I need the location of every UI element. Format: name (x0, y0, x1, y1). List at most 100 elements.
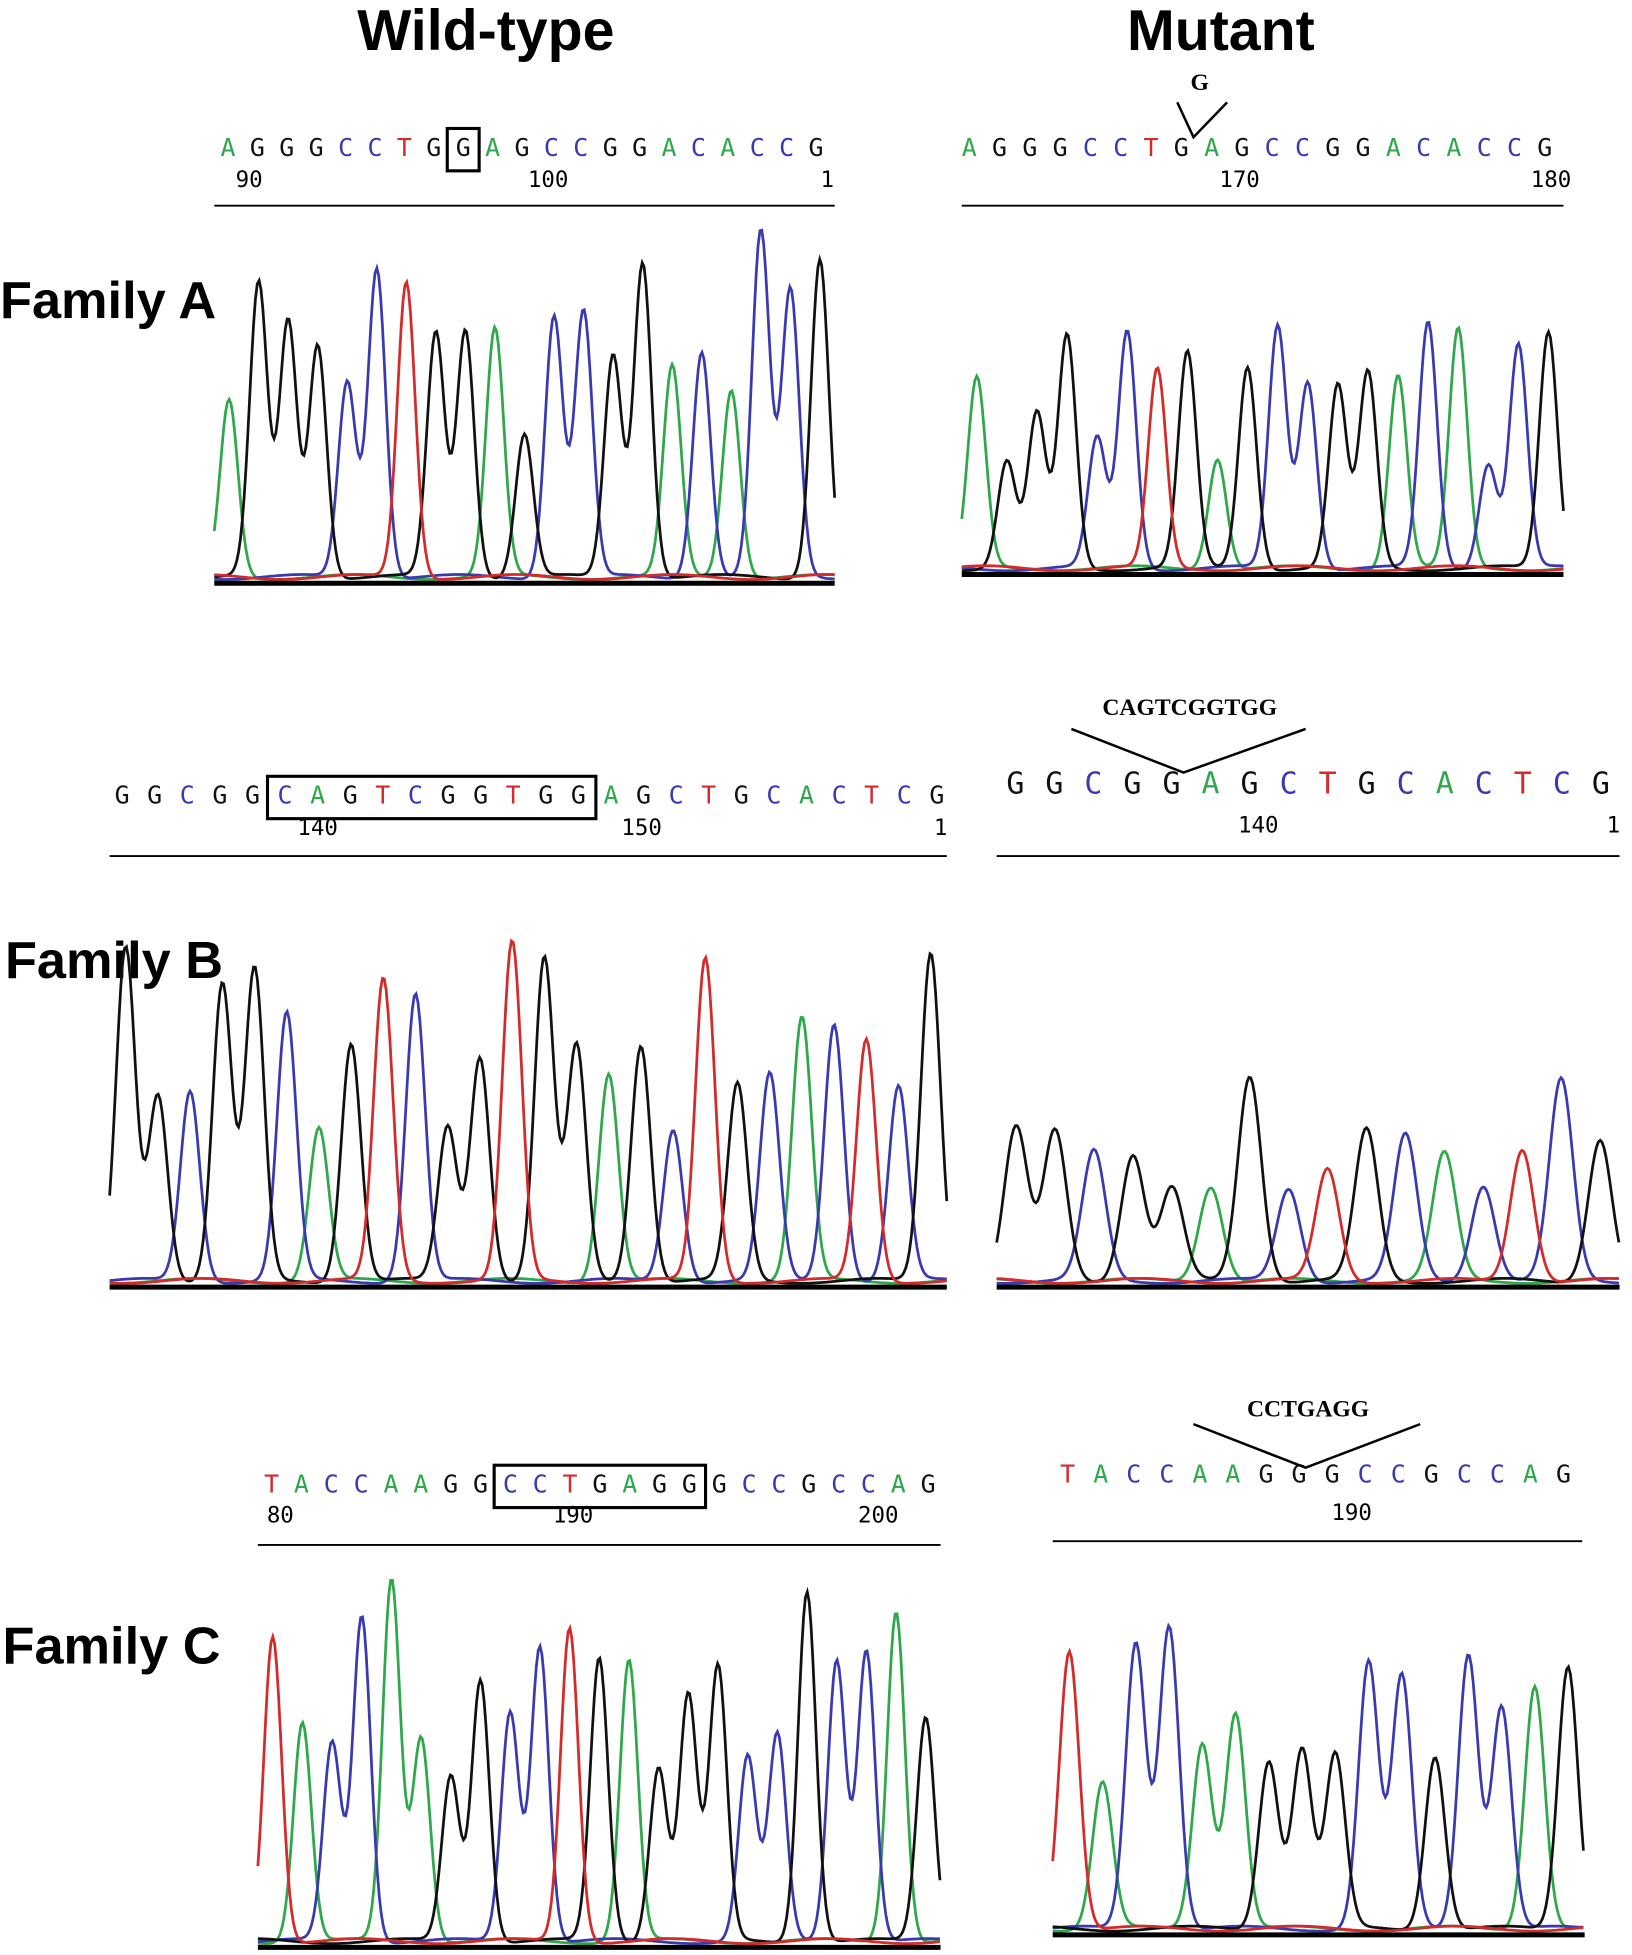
base-letter: C (1358, 1460, 1373, 1489)
base-letter: C (831, 1470, 846, 1499)
base-letter: G (1556, 1460, 1571, 1489)
base-letter: A (799, 781, 814, 810)
base-letter: T (1143, 133, 1158, 162)
trace (214, 254, 837, 581)
position-number: 140 (297, 815, 337, 841)
base-letter: G (115, 781, 130, 810)
trace (109, 938, 947, 1285)
highlight-box (445, 126, 481, 173)
base-letter: T (506, 781, 521, 810)
base-letter: A (1225, 1460, 1240, 1489)
base-letter: G (592, 1470, 607, 1499)
base-letter: A (1204, 133, 1219, 162)
trace (996, 1148, 1620, 1285)
base-letter: G (426, 133, 441, 162)
base-letter: A (622, 1470, 637, 1499)
base-letter: G (571, 781, 586, 810)
base-letter: G (682, 1470, 697, 1499)
trace (961, 320, 1564, 573)
position-number: 190 (1331, 1500, 1371, 1526)
base-letter: C (1507, 133, 1522, 162)
insertion-label: CAGTCGGTGG (1102, 695, 1277, 721)
trace (257, 1586, 942, 1945)
trace (961, 328, 1565, 573)
base-letter: G (1356, 133, 1371, 162)
base-letter: G (632, 133, 647, 162)
base-letter: G (801, 1470, 816, 1499)
base-letter: C (1475, 767, 1493, 802)
base-letter: C (338, 133, 353, 162)
base-letter: C (1416, 133, 1431, 162)
base-letter: G (652, 1470, 667, 1499)
base-letter: G (473, 1470, 488, 1499)
trace (1051, 1647, 1584, 1933)
base-letter: G (808, 133, 823, 162)
base-letter: C (1397, 767, 1415, 802)
base-letter: T (264, 1470, 279, 1499)
column-header: Mutant (1127, 0, 1315, 63)
base-letter: G (212, 781, 227, 810)
base-letter: C (1553, 767, 1571, 802)
base-letter: G (279, 133, 294, 162)
base-letter: C (1457, 1460, 1472, 1489)
insertion-marker (1193, 1422, 1421, 1470)
base-letter: C (771, 1470, 786, 1499)
base-letter: C (1477, 133, 1492, 162)
base-letter: C (669, 781, 684, 810)
base-letter: G (1537, 133, 1552, 162)
position-number: 180 (1531, 167, 1571, 193)
base-letter: C (897, 781, 912, 810)
base-letter: A (720, 133, 735, 162)
base-letter: G (1241, 767, 1259, 802)
column-header: Wild-type (357, 0, 614, 63)
base-letter: C (180, 781, 195, 810)
base-letter: C (861, 1470, 876, 1499)
base-letter: A (413, 1470, 428, 1499)
base-letter: G (250, 133, 265, 162)
base-letter: G (1174, 133, 1189, 162)
base-letter: C (544, 133, 559, 162)
base-letter: C (1159, 1460, 1174, 1489)
base-letter: C (573, 133, 588, 162)
base-letter: C (1083, 133, 1098, 162)
base-letter: G (1006, 767, 1024, 802)
base-letter: G (636, 781, 651, 810)
position-number: 90 (236, 167, 263, 193)
base-letter: G (1234, 133, 1249, 162)
base-letter: C (367, 133, 382, 162)
base-letter: A (1192, 1460, 1207, 1489)
position-number: 1 (1607, 812, 1621, 838)
base-letter: G (1162, 767, 1180, 802)
base-letter: G (538, 781, 553, 810)
base-letter: G (245, 781, 260, 810)
base-letter: C (1265, 133, 1280, 162)
position-number: 1 (934, 815, 948, 841)
base-letter: C (1391, 1460, 1406, 1489)
base-letter: C (1295, 133, 1310, 162)
base-letter: A (383, 1470, 398, 1499)
base-letter: A (310, 781, 325, 810)
trace (256, 1623, 941, 1945)
base-letter: C (533, 1470, 548, 1499)
trace (214, 228, 835, 581)
base-letter: G (929, 781, 944, 810)
base-letter: G (473, 781, 488, 810)
base-letter: G (734, 781, 749, 810)
base-letter: G (921, 1470, 936, 1499)
position-number: 100 (528, 167, 568, 193)
base-letter: C (1084, 767, 1102, 802)
base-letter: G (1325, 133, 1340, 162)
base-letter: G (440, 781, 455, 810)
highlight-box (492, 1463, 708, 1510)
trace (961, 365, 1564, 573)
base-letter: G (1045, 767, 1063, 802)
trace (257, 1615, 941, 1945)
trace (996, 1149, 1620, 1285)
base-letter: T (1514, 767, 1532, 802)
family-label: Family A (0, 272, 216, 330)
base-letter: T (1060, 1460, 1075, 1489)
base-letter: A (1523, 1460, 1538, 1489)
position-number: 170 (1219, 167, 1259, 193)
base-letter: C (742, 1470, 757, 1499)
base-letter: A (485, 133, 500, 162)
